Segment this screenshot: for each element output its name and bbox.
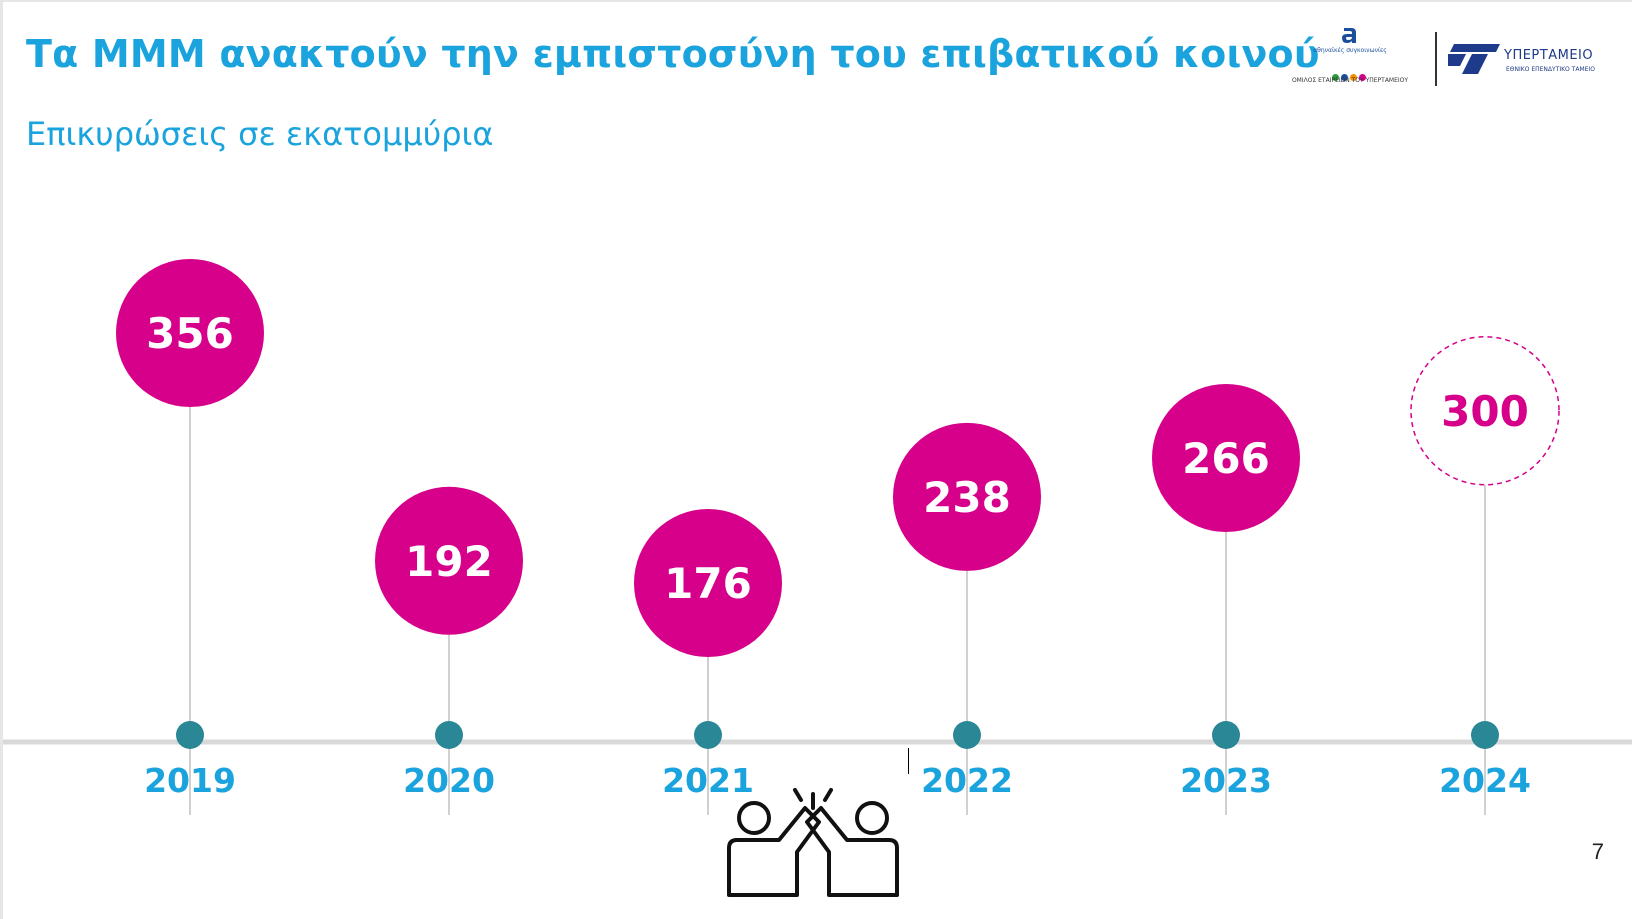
logo-divider xyxy=(1435,32,1437,86)
hypertameio-logo: ΥΠΕΡΤΑΜΕΙΟ ΕΘΝΙΚΟ ΕΠΕΝΔΥΤΙΚΟ ΤΑΜΕΙΟ xyxy=(1448,44,1618,84)
value-bubble xyxy=(634,509,782,657)
logos-area: αθηναϊκές συγκοινωνίες ΟΜΙΛΟΣ ΕΤΑΙΡΕΙΩΝ … xyxy=(1280,24,1620,94)
value-bubble-projected xyxy=(1410,336,1560,486)
year-label: 2024 xyxy=(1439,761,1531,800)
high-five-icon xyxy=(727,788,899,897)
hypertameio-caption: ΕΘΝΙΚΟ ΕΠΕΝΔΥΤΙΚΟ ΤΑΜΕΙΟ xyxy=(1506,66,1595,73)
timeline-point: 300 2024 xyxy=(1410,336,1560,815)
slide-border-top xyxy=(0,0,1632,2)
data-label: 238 xyxy=(923,473,1011,522)
year-label: 2022 xyxy=(921,761,1013,800)
timeline-point: 266 2023 xyxy=(1152,384,1300,815)
blue-dot-icon xyxy=(1341,74,1348,81)
value-bubble xyxy=(375,486,523,635)
oasa-caption: ΟΜΙΛΟΣ ΕΤΑΙΡΕΙΩΝ ΤΟΥ ΥΠΕΡΤΑΜΕΙΟΥ xyxy=(1291,77,1409,84)
slide-subtitle: Επικυρώσεις σε εκατομμύρια xyxy=(26,115,494,153)
oasa-a-icon xyxy=(1342,28,1356,43)
oasa-color-dots xyxy=(1332,66,1368,81)
value-bubble xyxy=(116,259,264,407)
year-label: 2019 xyxy=(144,761,236,800)
year-label: 2020 xyxy=(403,761,495,800)
year-label: 2021 xyxy=(662,761,754,800)
timeline-dot xyxy=(1212,721,1240,749)
timeline-dot xyxy=(435,721,463,749)
orange-dot-icon xyxy=(1350,74,1357,81)
timeline-point: 238 2022 xyxy=(893,422,1041,815)
timeline-dot xyxy=(953,721,981,749)
timeline-dot xyxy=(1471,721,1499,749)
timeline-dot xyxy=(694,721,722,749)
data-label: 300 xyxy=(1441,387,1529,436)
oasa-small-text: αθηναϊκές συγκοινωνίες xyxy=(1313,47,1387,54)
timeline-dot xyxy=(176,721,204,749)
page-number: 7 xyxy=(1591,839,1604,864)
value-bubble xyxy=(1152,384,1300,532)
green-dot-icon xyxy=(1332,74,1339,81)
data-label: 192 xyxy=(405,537,493,586)
oasa-logo: αθηναϊκές συγκοινωνίες ΟΜΙΛΟΣ ΕΤΑΙΡΕΙΩΝ … xyxy=(1280,24,1420,94)
timeline-point: 192 2020 xyxy=(375,486,523,815)
text-cursor xyxy=(908,748,909,774)
hypertameio-name: ΥΠΕΡΤΑΜΕΙΟ xyxy=(1504,48,1594,63)
data-label: 266 xyxy=(1182,434,1270,483)
value-bubble xyxy=(893,422,1041,571)
year-label: 2023 xyxy=(1180,761,1272,800)
timeline-point: 176 2021 xyxy=(634,509,782,815)
timeline-point: 356 2019 xyxy=(116,259,264,815)
magenta-dot-icon xyxy=(1359,74,1366,81)
hypertameio-stripes-icon xyxy=(1448,44,1500,74)
data-label: 176 xyxy=(664,559,752,608)
timeline-marks: 356 2019 192 2020 176 2021 238 2022 266 2023 300 20… xyxy=(116,259,1560,815)
slide-title: Τα ΜΜΜ ανακτούν την εμπιστοσύνη του επιβ… xyxy=(26,32,1320,76)
data-label: 356 xyxy=(146,309,234,358)
slide-border-left xyxy=(0,0,3,919)
